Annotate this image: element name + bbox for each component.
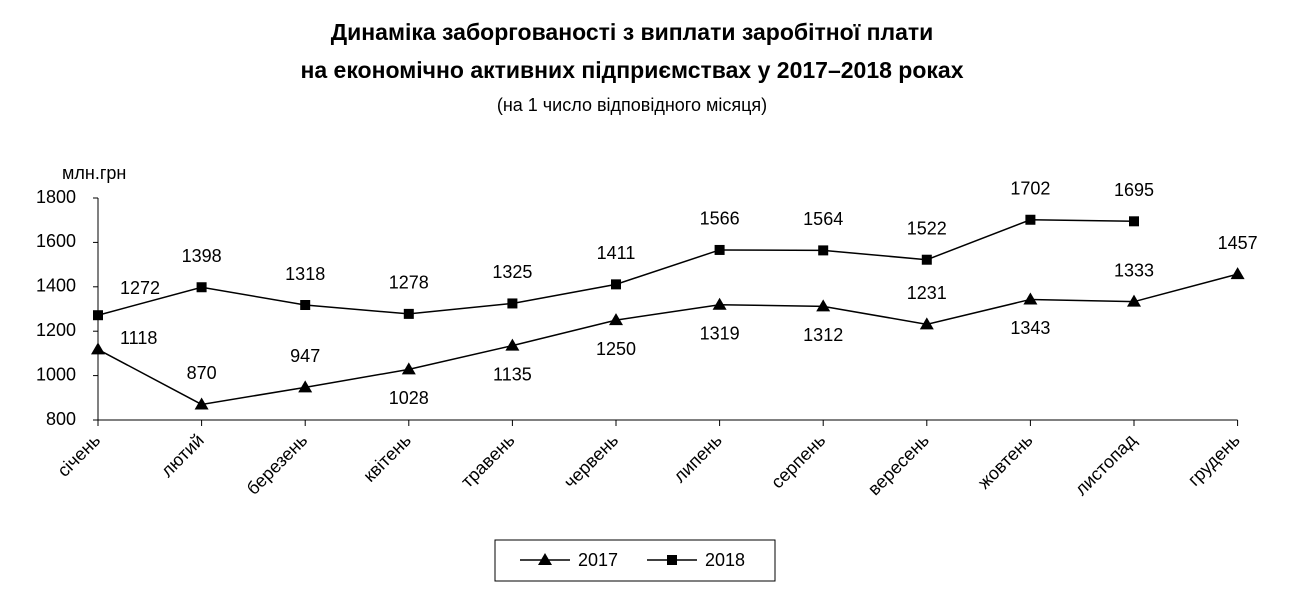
- y-axis-label: млн.грн: [62, 163, 126, 183]
- point: [298, 380, 313, 393]
- point: [196, 282, 207, 293]
- point: [919, 317, 934, 330]
- point: [609, 313, 623, 326]
- point: [714, 244, 725, 255]
- data-label: 1028: [389, 388, 429, 408]
- x-tick-label: вересень: [864, 430, 933, 499]
- point: [818, 245, 829, 256]
- x-tick-label: травень: [457, 430, 518, 491]
- x-tick-label: квітень: [359, 430, 415, 486]
- data-label: 1333: [1114, 260, 1154, 280]
- x-tick-label: жовтень: [974, 430, 1037, 493]
- point: [505, 338, 520, 351]
- x-tick-label: лютий: [157, 430, 208, 481]
- point: [91, 342, 105, 355]
- x-tick-label: березень: [243, 430, 312, 499]
- data-label: 1343: [1010, 318, 1050, 338]
- point: [1230, 267, 1245, 280]
- point: [1023, 292, 1038, 305]
- data-label: 1702: [1010, 179, 1050, 199]
- x-tick-label: червень: [560, 430, 622, 492]
- point: [401, 362, 416, 375]
- x-tick-label: липень: [669, 430, 725, 486]
- legend-box: [494, 539, 776, 582]
- chart-title: Динаміка заборгованості з виплати заробі…: [331, 19, 934, 45]
- series-line: [97, 219, 1135, 316]
- data-label: 1278: [389, 273, 429, 293]
- point: [1127, 294, 1141, 307]
- point: [507, 298, 518, 309]
- data-label: 1118: [120, 328, 157, 348]
- y-tick-label: 1200: [36, 320, 76, 340]
- data-label: 1231: [907, 283, 947, 303]
- data-label: 1566: [700, 209, 740, 229]
- x-tick-label: листопад: [1071, 430, 1141, 500]
- x-tick-label: грудень: [1184, 430, 1244, 490]
- point: [403, 308, 414, 319]
- data-label: 1312: [803, 325, 843, 345]
- chart-subtitle: (на 1 число відповідного місяця): [497, 95, 767, 115]
- point: [921, 254, 932, 265]
- point: [1129, 216, 1139, 227]
- data-label: 1398: [182, 246, 222, 266]
- data-label: 1318: [285, 264, 325, 284]
- point: [194, 397, 209, 410]
- data-label: 1250: [596, 339, 636, 359]
- point: [712, 297, 727, 310]
- point: [300, 300, 311, 311]
- data-label: 1695: [1114, 180, 1154, 200]
- data-label: 870: [187, 363, 217, 383]
- data-label: 1272: [120, 278, 160, 298]
- y-tick-label: 1000: [36, 364, 76, 384]
- legend-label: 2017: [578, 550, 618, 570]
- y-tick-label: 1600: [36, 231, 76, 251]
- data-label: 1522: [907, 218, 947, 238]
- point: [538, 553, 552, 565]
- data-label: 1411: [597, 243, 636, 263]
- y-tick-label: 1800: [36, 187, 76, 207]
- point: [93, 310, 103, 321]
- point: [611, 279, 621, 290]
- legend-label: 2018: [705, 550, 745, 570]
- point: [1025, 214, 1036, 225]
- data-label: 1564: [803, 209, 843, 229]
- y-tick-label: 1400: [36, 276, 76, 296]
- chart-title: на економічно активних підприємствах у 2…: [300, 57, 963, 83]
- data-label: 947: [290, 346, 320, 366]
- series-line: [97, 273, 1238, 406]
- point: [816, 299, 831, 312]
- data-label: 1135: [493, 364, 532, 384]
- y-tick-label: 800: [46, 409, 76, 429]
- x-tick-label: січень: [53, 430, 104, 481]
- data-label: 1325: [492, 262, 532, 282]
- point: [667, 555, 677, 565]
- x-tick-label: серпень: [767, 430, 829, 492]
- data-label: 1457: [1218, 233, 1258, 253]
- data-label: 1319: [700, 324, 740, 344]
